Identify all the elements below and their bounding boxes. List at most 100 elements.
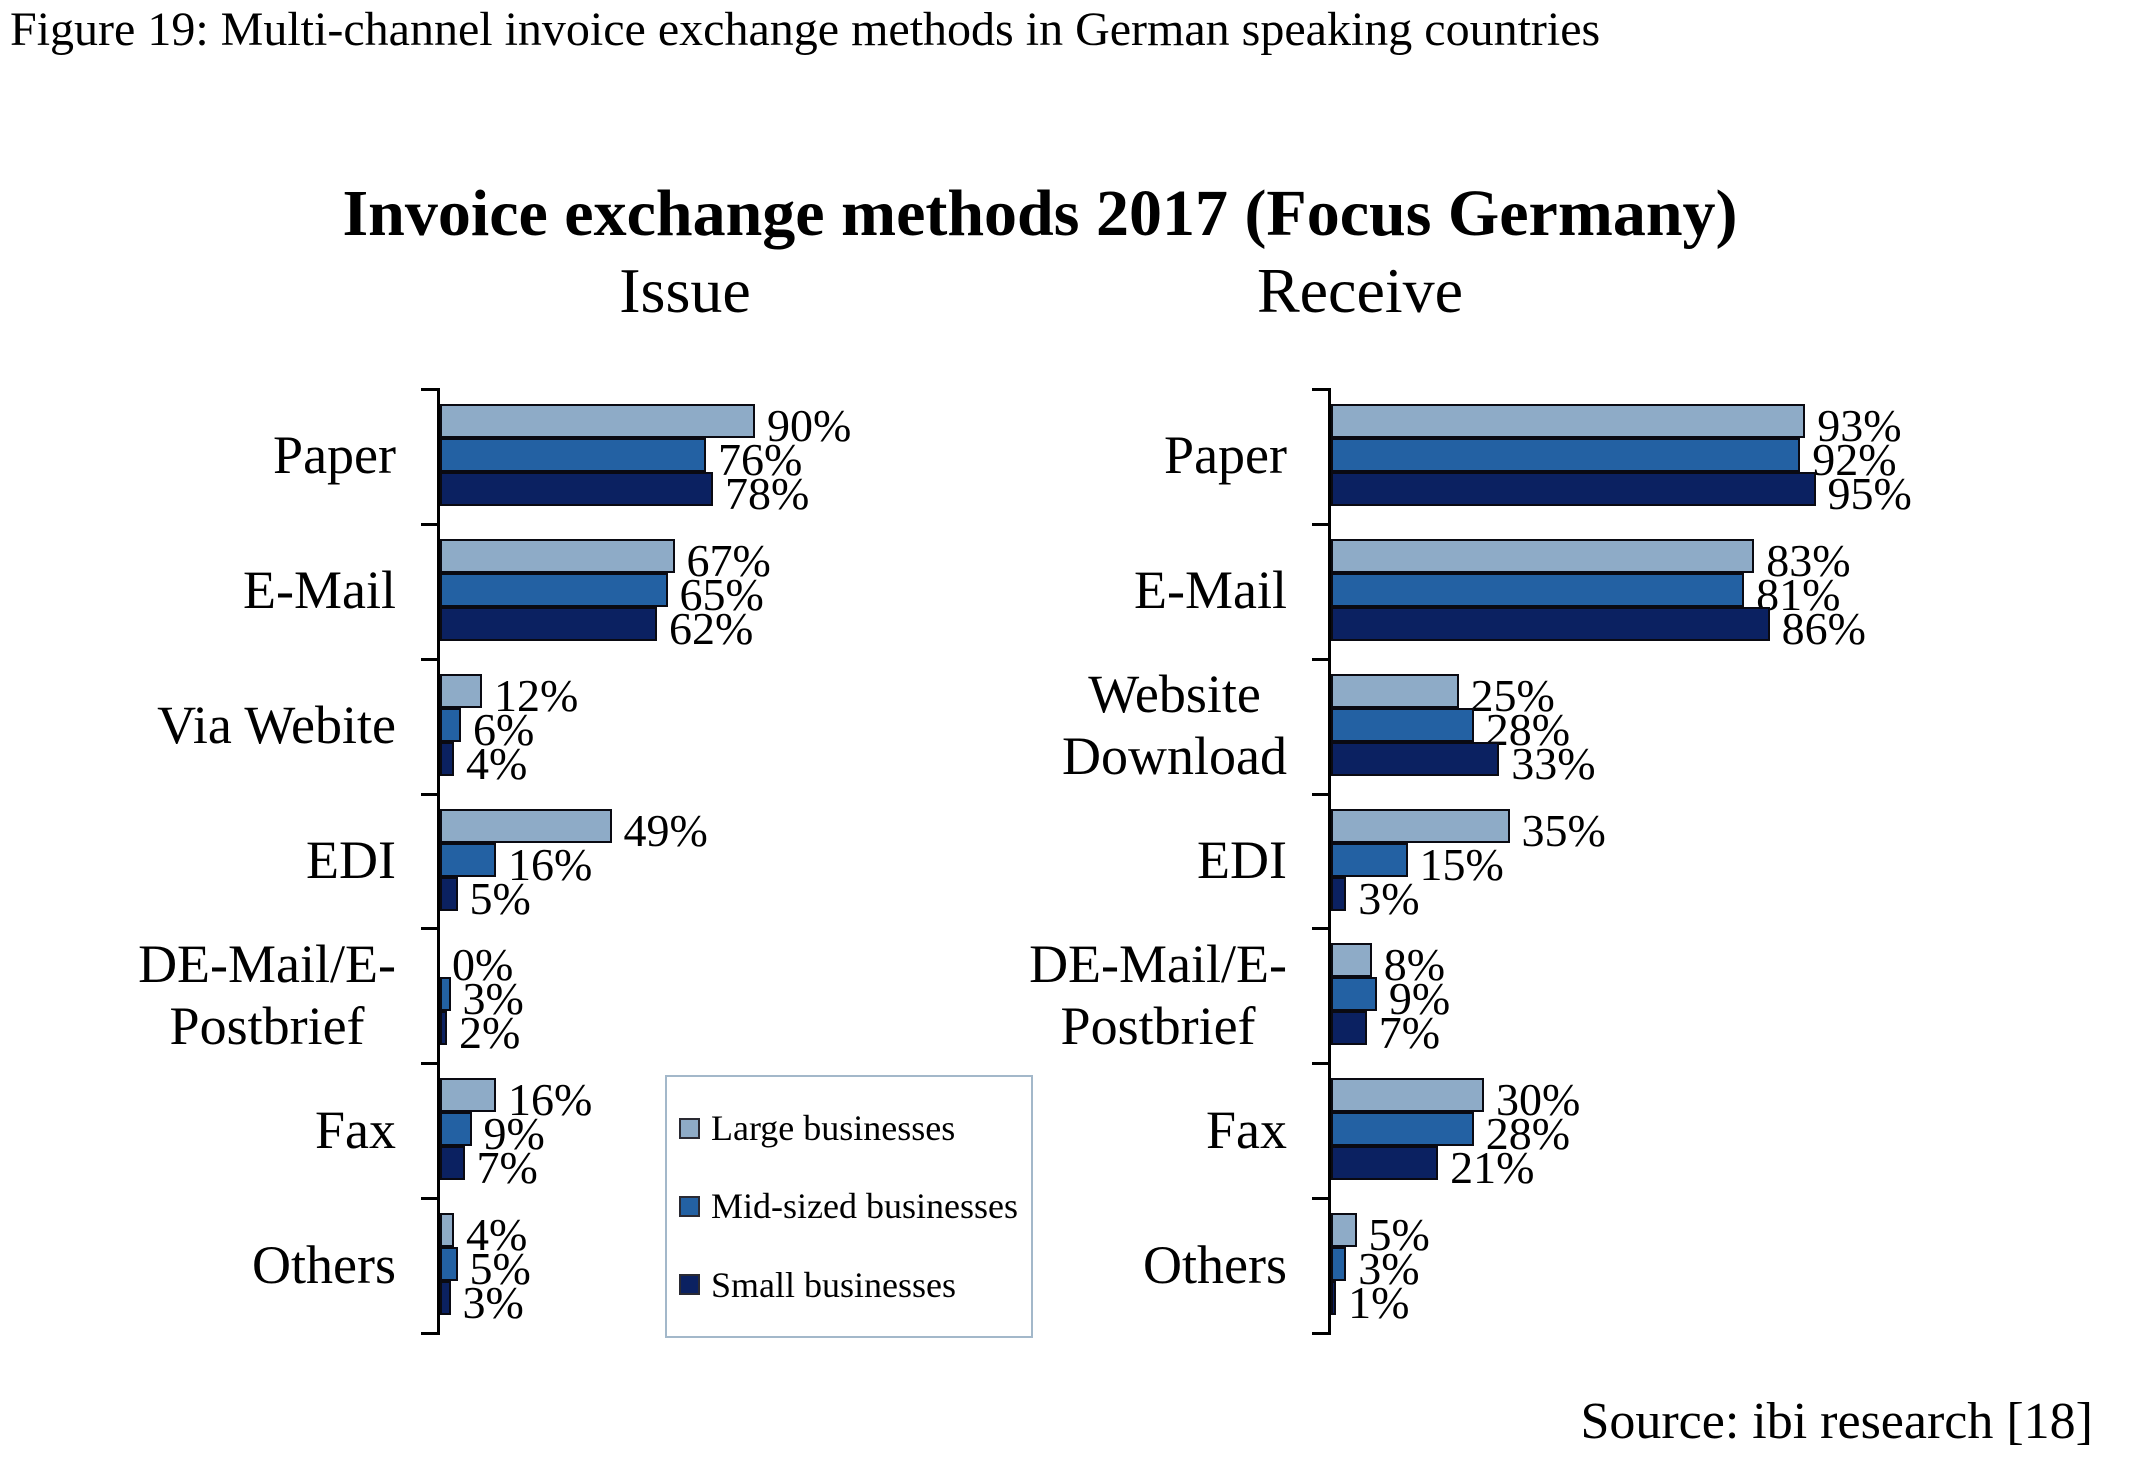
bar-value-label: 15% [1419,838,1504,890]
bar [1331,808,1510,843]
category-label: DE-Mail/E- Postbrief [1029,933,1287,1056]
axis-tick [1312,388,1331,391]
bar [1331,707,1474,742]
legend-swatch-mid-icon [679,1195,700,1217]
source-note: Source: ibi research [18] [1580,1393,2093,1450]
bar [440,741,454,776]
axis-tick [421,1331,440,1335]
bar [1331,438,1801,472]
bar-value-label: 3% [1358,872,1420,924]
bar-value-label: 5% [469,1243,531,1295]
category-label: Paper [1164,425,1287,486]
bar-value-label: 9% [1388,973,1451,1025]
legend-item-large: Large businesses [679,1107,1023,1149]
category-label: EDI [306,829,396,890]
category-label: Paper [273,425,396,486]
bar-value-label: 28% [1485,1108,1571,1160]
bar [440,1146,465,1181]
category-label: DE-Mail/E- Postbrief [138,933,396,1056]
bar [1331,1281,1337,1316]
axis-tick [1312,657,1331,661]
bar [440,673,482,708]
axis-tick [1312,1331,1331,1335]
bar-value-label: 3% [1358,1243,1420,1295]
bar [440,1011,447,1046]
bar-value-label: 7% [476,1142,538,1194]
bar-value-label: 65% [679,568,764,620]
bar [440,404,755,438]
legend-label: Mid-sized businesses [711,1186,1018,1227]
legend-item-small: Small businesses [679,1264,1023,1306]
bar-value-label: 67% [686,534,771,586]
bar [440,1213,454,1248]
bar [440,842,496,877]
axis-tick [421,388,440,391]
bar [440,538,675,573]
category-label: Via Webite [157,695,396,756]
legend: Large businesses Mid-sized businesses Sm… [665,1075,1033,1338]
category-label: Website Download [1062,664,1287,787]
category-label: E-Mail [1134,560,1287,621]
bar-value-label: 1% [1348,1277,1410,1329]
bar [1331,1011,1367,1046]
y-axis-line [1328,388,1331,1335]
bar-value-label: 25% [1470,669,1555,721]
bar-value-label: 95% [1827,468,1912,519]
axis-tick [1312,927,1331,931]
bar-value-label: 12% [494,669,579,721]
axis-tick [421,1197,440,1201]
bar [440,707,461,742]
bar [1331,673,1459,708]
y-axis-line [437,388,440,1335]
bar-value-label: 90% [767,400,852,451]
bar [440,1281,451,1316]
bar-value-label: 5% [469,872,531,924]
bar [1331,1247,1347,1282]
bar [440,606,657,641]
bar-value-label: 4% [466,737,528,789]
legend-swatch-large-icon [679,1117,700,1139]
axis-tick [421,522,440,526]
bar-value-label: 21% [1450,1142,1535,1194]
bar-value-label: 9% [483,1108,545,1160]
axis-tick [1312,792,1331,796]
bar [1331,842,1408,877]
panel-title-issue: Issue [619,255,751,326]
bar [440,808,612,843]
bar [1331,472,1816,506]
category-label: EDI [1197,829,1287,890]
bar-value-label: 0% [452,939,514,991]
bar-value-label: 78% [725,468,810,519]
bar-value-label: 83% [1766,534,1851,586]
chart-title: Invoice exchange methods 2017 (Focus Ger… [342,177,1738,250]
bar-value-label: 33% [1511,737,1596,789]
bar-value-label: 93% [1817,400,1902,451]
bar-value-label: 28% [1485,703,1571,755]
bar [1331,538,1755,573]
axis-tick [421,927,440,931]
axis-tick [421,792,440,796]
bar-value-label: 5% [1368,1209,1430,1261]
bar [1331,943,1372,978]
bar [440,1078,496,1113]
bar [1331,1213,1357,1248]
category-label: Others [252,1234,396,1295]
bar-value-label: 16% [508,1074,593,1126]
bar [440,438,706,472]
bar [440,572,668,607]
bar [440,1112,472,1147]
axis-tick [1312,1062,1331,1066]
bar-value-label: 86% [1781,602,1866,654]
bar [1331,1146,1439,1181]
legend-item-mid: Mid-sized businesses [679,1185,1023,1227]
bar-value-label: 3% [462,1277,524,1329]
bar [1331,404,1806,438]
legend-swatch-small-icon [679,1274,700,1296]
legend-label: Large businesses [711,1108,956,1149]
bar-value-label: 2% [459,1007,521,1059]
bar [1331,977,1377,1012]
category-label: E-Mail [243,560,396,621]
bar [1331,1112,1474,1147]
axis-tick [421,1062,440,1066]
